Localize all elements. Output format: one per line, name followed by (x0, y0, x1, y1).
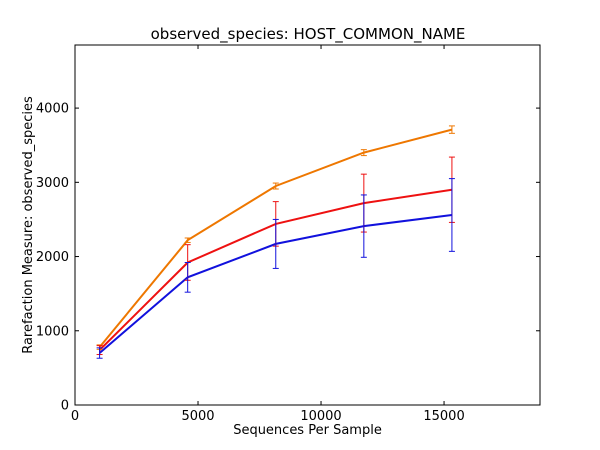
y-tick-label-0: 0 (61, 399, 69, 414)
plot-frame (74, 44, 541, 406)
axis-ticks: 0 5000 10000 15000 0 1000 2000 3000 4000 (36, 45, 540, 424)
chart-title: observed_species: HOST_COMMON_NAME (151, 25, 466, 44)
x-axis-label: Sequences Per Sample (233, 423, 382, 438)
plot-area (96, 125, 455, 359)
y-tick-label-1: 1000 (36, 324, 69, 339)
y-tick-label-3: 3000 (36, 176, 69, 191)
x-tick-label-3: 15000 (423, 409, 464, 424)
y-tick-label-4: 4000 (36, 102, 69, 117)
x-tick-label-1: 5000 (181, 409, 214, 424)
x-tick-label-0: 0 (71, 409, 79, 424)
y-tick-label-2: 2000 (36, 250, 69, 265)
y-axis-label: Rarefaction Measure: observed_species (21, 96, 36, 354)
x-tick-label-2: 10000 (300, 409, 341, 424)
